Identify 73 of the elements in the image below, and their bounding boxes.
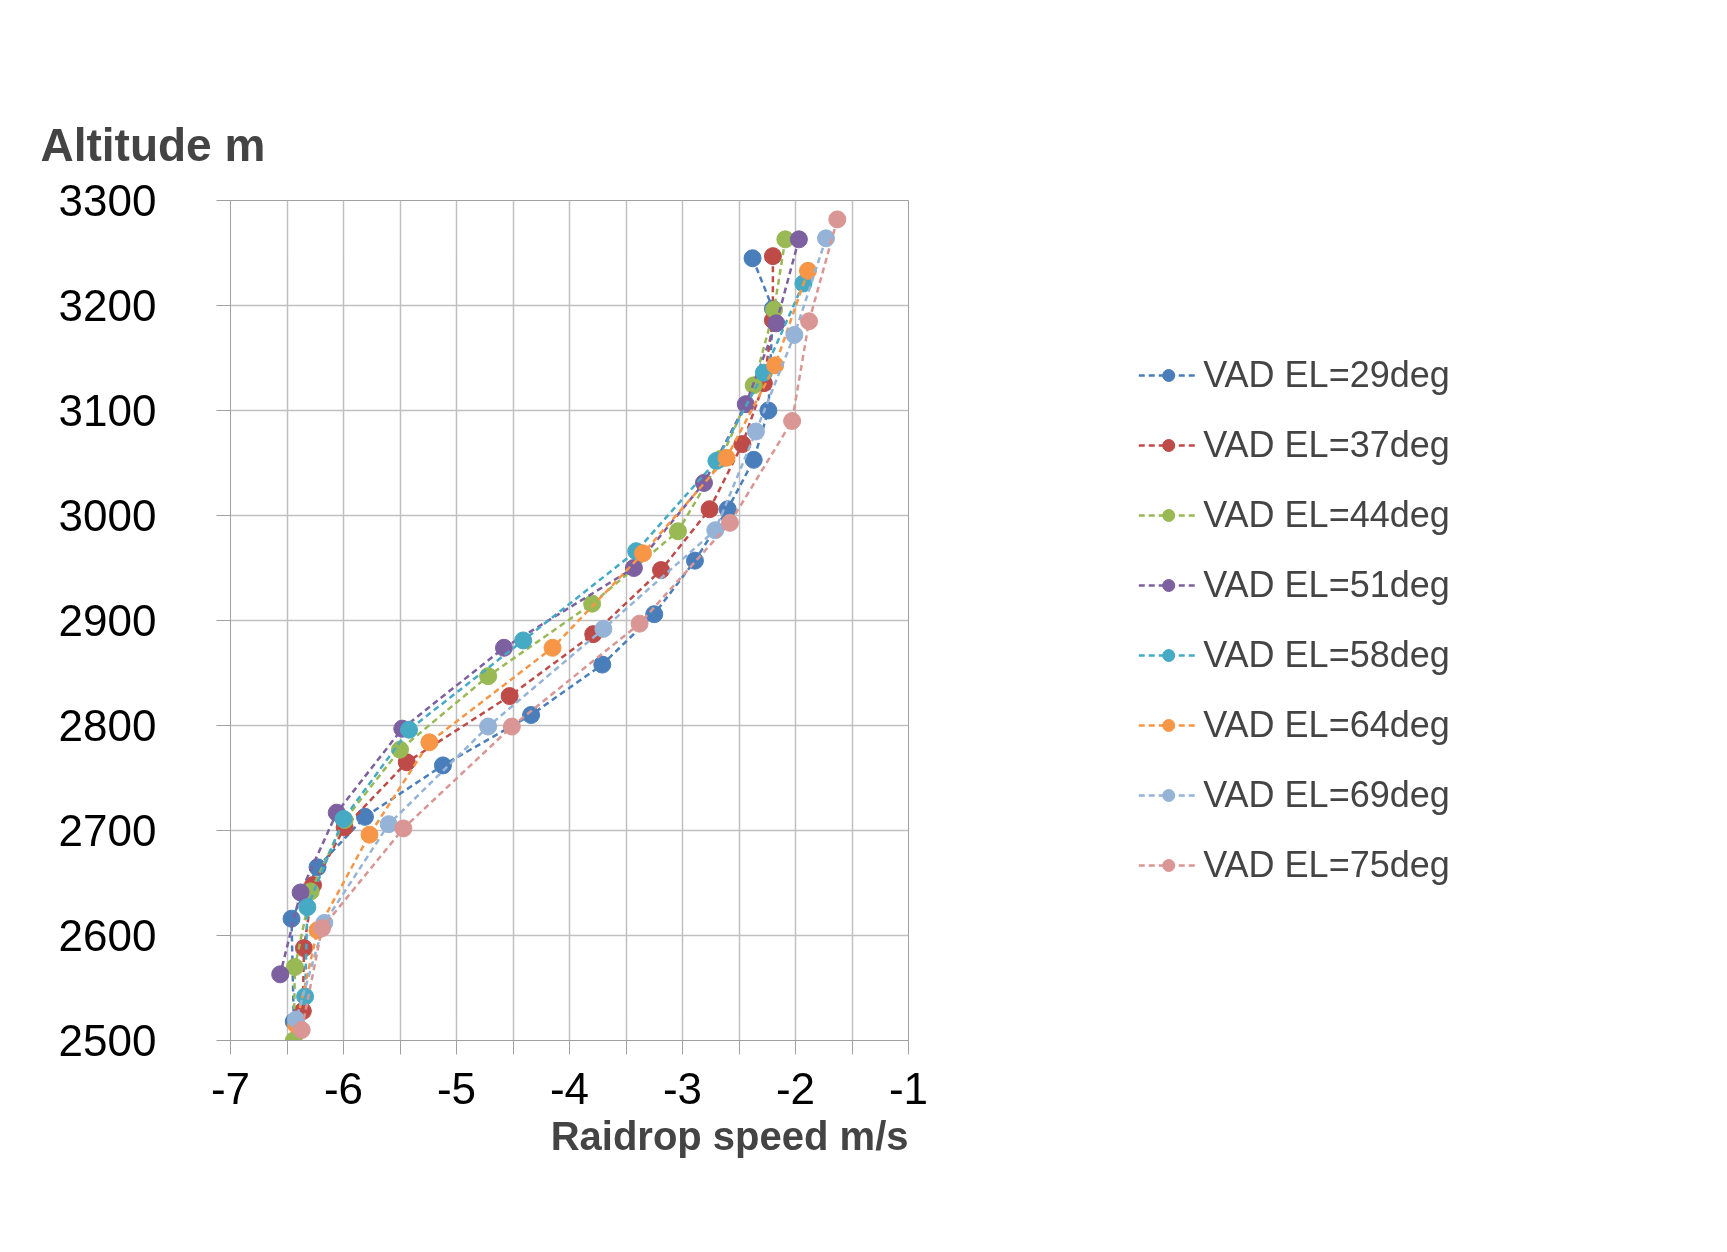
point [479, 667, 498, 686]
point [630, 614, 649, 633]
point [292, 1021, 311, 1039]
point [817, 229, 836, 248]
point [800, 312, 819, 331]
point [706, 521, 725, 540]
x-tick-label: -6 [323, 1063, 364, 1113]
point [743, 249, 762, 268]
point [733, 435, 752, 454]
point [763, 247, 782, 266]
point [271, 965, 290, 984]
y-tick-label: 2700 [58, 806, 157, 855]
point [759, 401, 778, 420]
legend-label: VAD EL=58deg [1203, 634, 1450, 676]
x-tick-label: -1 [888, 1063, 929, 1113]
point [433, 756, 452, 775]
point [652, 561, 671, 580]
point [379, 815, 398, 834]
x-tick-label: -4 [549, 1063, 590, 1113]
point [291, 883, 310, 902]
point [785, 325, 804, 344]
point [494, 638, 513, 657]
legend-label: VAD EL=51deg [1203, 564, 1450, 606]
point [783, 412, 802, 430]
y-tick-label: 3100 [58, 386, 157, 435]
point [400, 720, 419, 739]
point [789, 230, 808, 249]
chart-title: Altitude m [40, 118, 266, 171]
x-tick-label: -5 [436, 1063, 477, 1113]
y-tick-label: 3200 [58, 281, 157, 330]
y-tick-label: 2900 [58, 596, 157, 645]
point [502, 717, 521, 736]
legend-label: VAD EL=44deg [1203, 494, 1450, 536]
point [766, 356, 785, 375]
point [479, 717, 498, 736]
x-tick-label: -2 [775, 1063, 816, 1113]
legend-label: VAD EL=75deg [1203, 844, 1450, 886]
point [514, 631, 533, 650]
point [285, 958, 304, 976]
point [746, 422, 765, 441]
point [828, 210, 847, 229]
point [420, 733, 439, 752]
legend-label: VAD EL=29deg [1203, 354, 1450, 396]
point [645, 605, 664, 624]
legend-label: VAD EL=64deg [1203, 704, 1450, 746]
point [593, 655, 612, 674]
point [394, 819, 413, 838]
y-tick-label: 3300 [58, 176, 157, 225]
point [360, 825, 379, 844]
point [313, 919, 332, 938]
point [298, 898, 317, 917]
y-tick-label: 2500 [58, 1016, 157, 1065]
y-tick-label: 3000 [58, 491, 157, 540]
point [700, 500, 719, 519]
point [720, 513, 739, 532]
point [355, 807, 374, 826]
point [668, 522, 687, 541]
point [798, 261, 817, 280]
point [543, 638, 562, 657]
y-tick-label: 2800 [58, 701, 157, 750]
y-tick-label: 2600 [58, 911, 157, 960]
point [594, 619, 613, 638]
point [744, 450, 763, 469]
x-tick-label: -7 [210, 1063, 251, 1113]
legend-label: VAD EL=37deg [1203, 424, 1450, 466]
x-tick-label: -3 [662, 1063, 703, 1113]
point [633, 544, 652, 563]
point [717, 448, 736, 467]
point [767, 314, 786, 333]
point [500, 687, 519, 706]
legend-label: VAD EL=69deg [1203, 774, 1450, 816]
point [522, 706, 541, 724]
x-axis-title: Raidrop speed m/s [550, 1113, 909, 1158]
